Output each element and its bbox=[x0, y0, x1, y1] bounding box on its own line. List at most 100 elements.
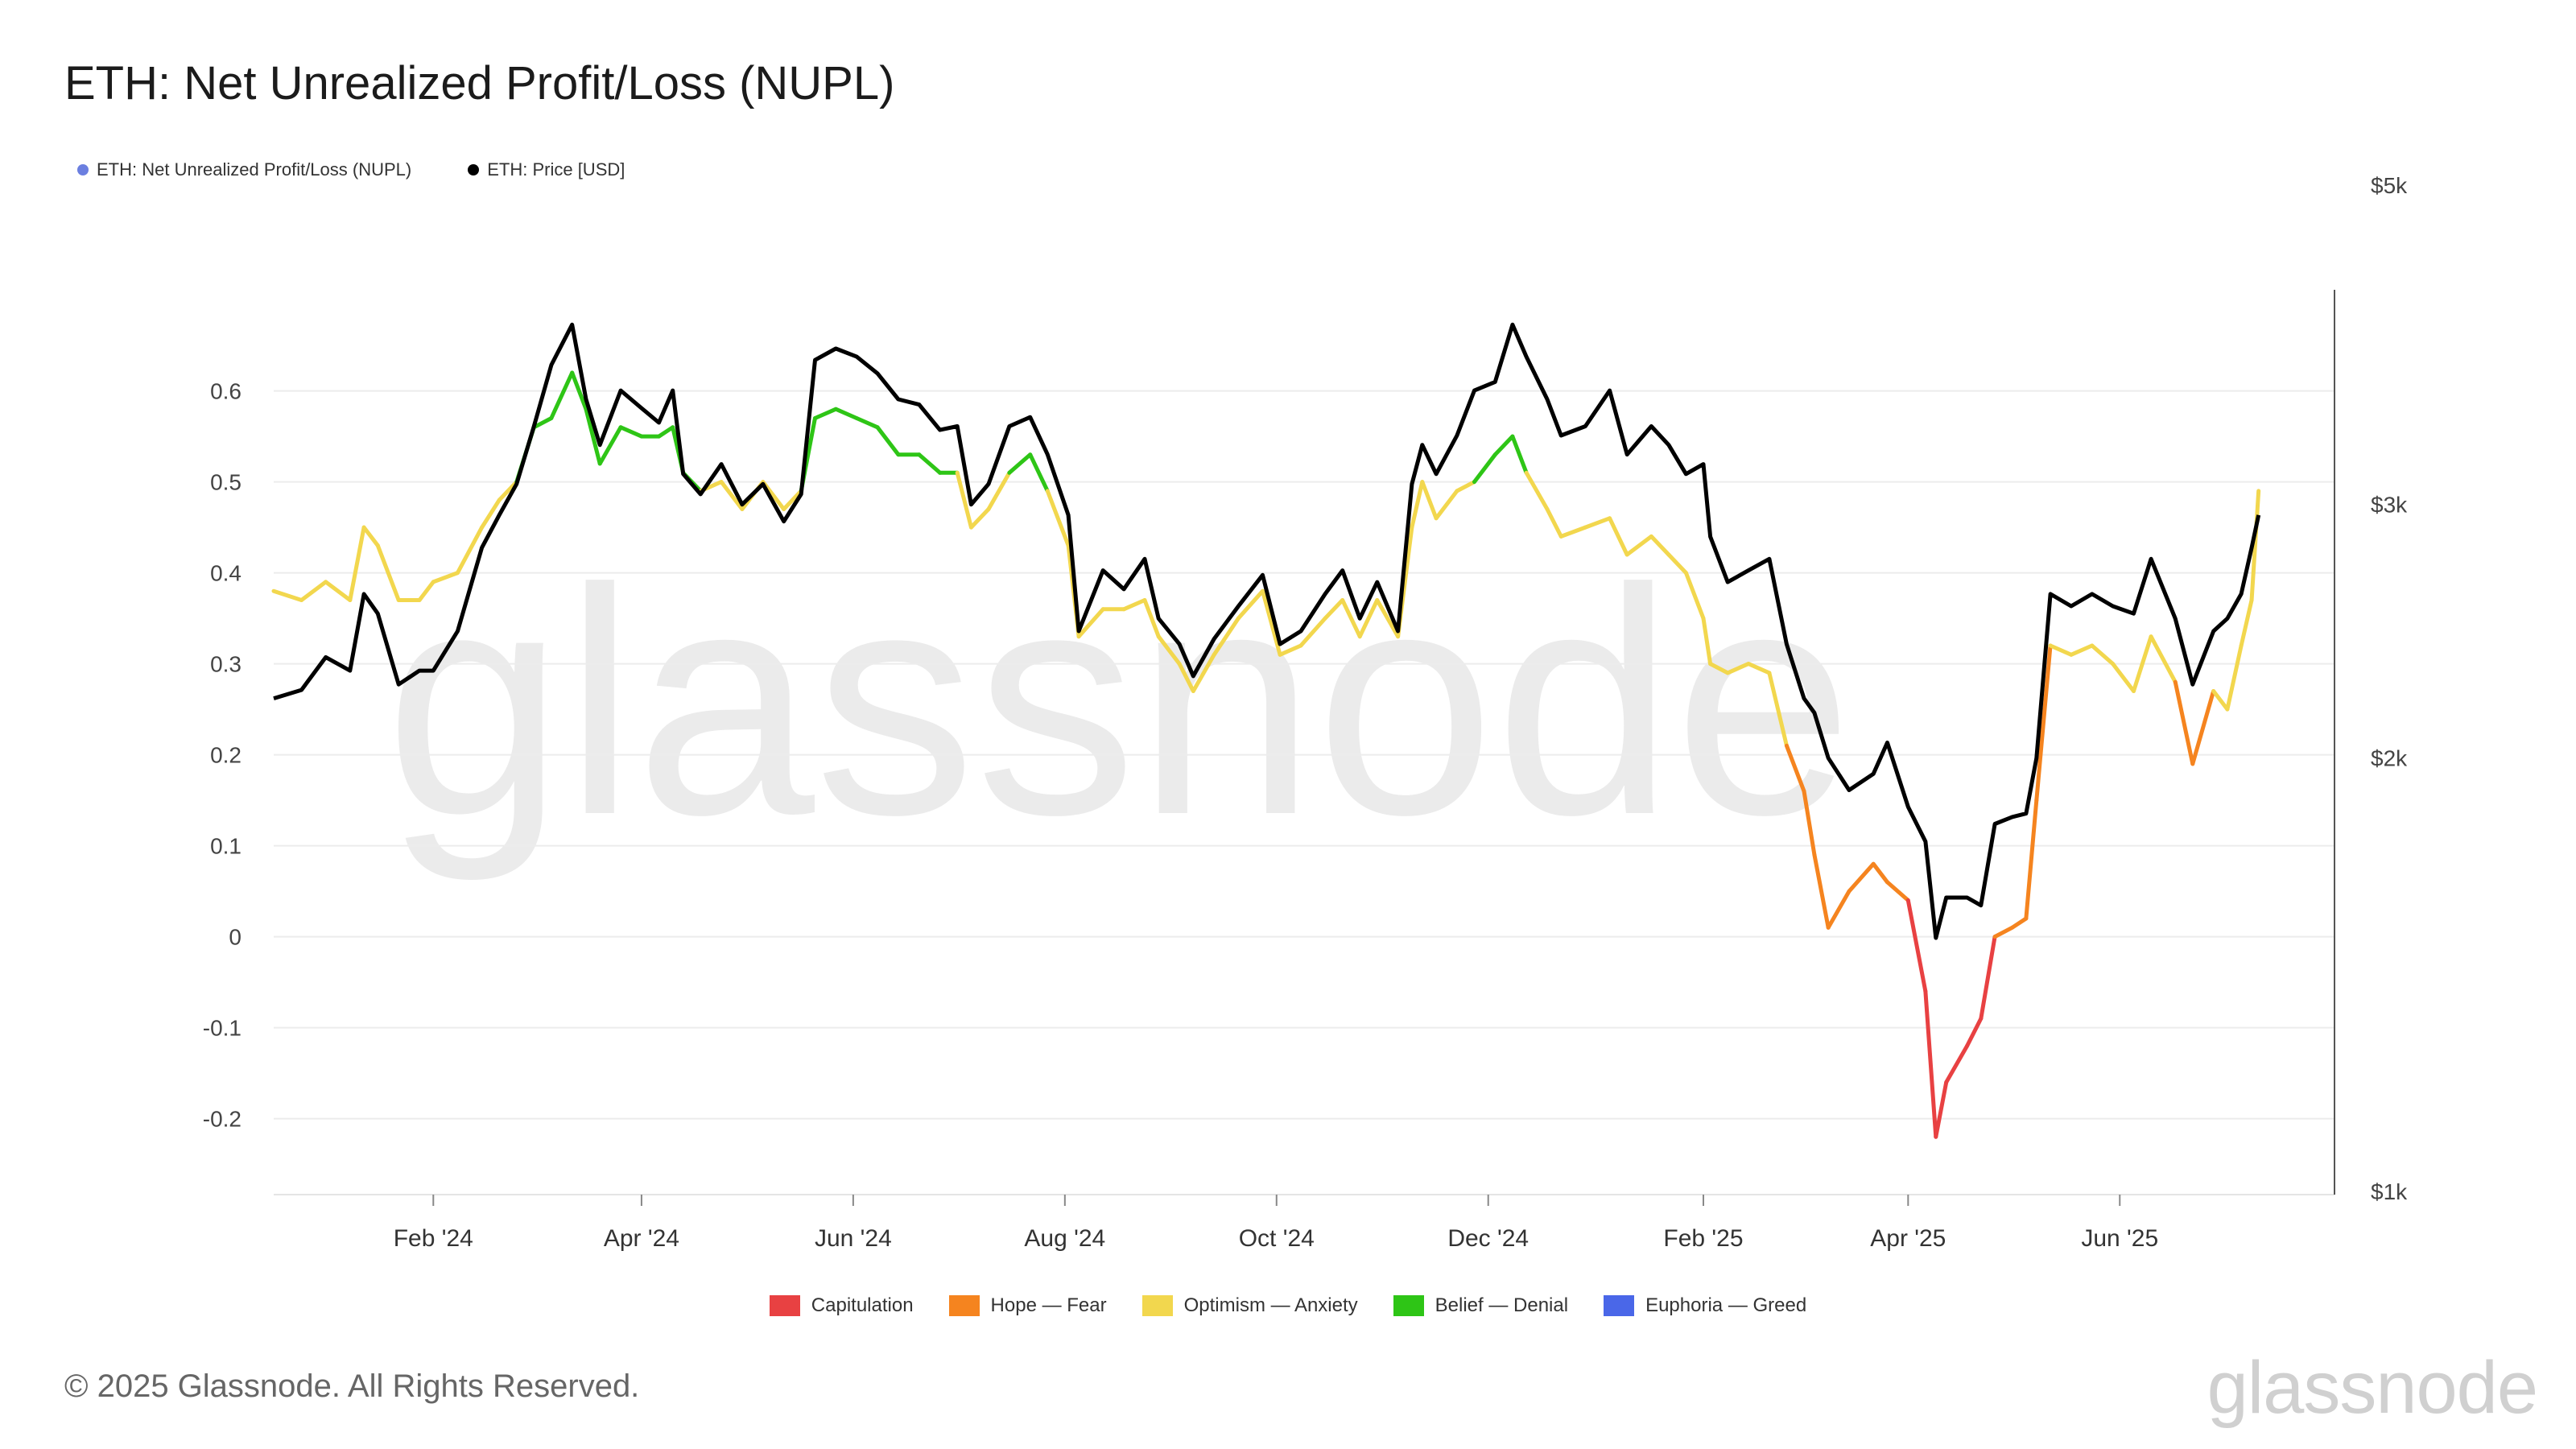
zone-legend-euphoria-greed[interactable]: Euphoria — Greed bbox=[1604, 1294, 1806, 1317]
nupl-line-segment bbox=[1045, 489, 1071, 548]
nupl-line-segment bbox=[2239, 598, 2254, 648]
x-axis-tick-label: Dec '24 bbox=[1447, 1225, 1529, 1252]
copyright-text: © 2025 Glassnode. All Rights Reserved. bbox=[64, 1368, 640, 1404]
brand-logo-text: glassnode bbox=[2207, 1347, 2538, 1429]
x-axis-tick-label: Apr '24 bbox=[604, 1225, 679, 1252]
nupl-line-segment bbox=[854, 416, 880, 430]
nupl-line-segment bbox=[1191, 652, 1216, 693]
left-axis-tick-label: 0 bbox=[229, 925, 242, 950]
legend-item-nupl[interactable]: ETH: Net Unrealized Profit/Loss (NUPL) bbox=[77, 159, 411, 180]
nupl-line-segment bbox=[1979, 935, 1997, 1021]
nupl-line-segment bbox=[1683, 571, 1706, 621]
nupl-line-segment bbox=[1156, 634, 1182, 667]
nupl-line-segment bbox=[2048, 643, 2074, 657]
zone-swatch-capitulation bbox=[769, 1295, 800, 1316]
nupl-line-segment bbox=[348, 525, 366, 602]
nupl-line-segment bbox=[1802, 789, 1817, 857]
legend-label-nupl: ETH: Net Unrealized Profit/Loss (NUPL) bbox=[97, 159, 412, 180]
nupl-line-segment bbox=[2249, 489, 2261, 602]
zone-swatch-euphoria-greed bbox=[1604, 1295, 1635, 1316]
nupl-line-segment bbox=[1944, 1043, 1970, 1084]
nupl-line-segment bbox=[531, 416, 554, 430]
zone-legend-capitulation[interactable]: Capitulation bbox=[769, 1294, 914, 1317]
zone-legend-hope-fear[interactable]: Hope — Fear bbox=[948, 1294, 1107, 1317]
zone-label-hope-fear: Hope — Fear bbox=[990, 1294, 1107, 1316]
nupl-line-segment bbox=[2069, 643, 2095, 657]
zone-swatch-belief-denial bbox=[1393, 1295, 1424, 1316]
price-line bbox=[273, 322, 2261, 940]
nupl-line-segment bbox=[782, 489, 803, 511]
nupl-line-segment bbox=[431, 571, 460, 584]
nupl-line-segment bbox=[570, 370, 588, 411]
nupl-line-segment bbox=[271, 588, 303, 602]
nupl-line-segment bbox=[1812, 852, 1831, 930]
x-axis-tick-label: Feb '25 bbox=[1663, 1225, 1743, 1252]
nupl-line-segment bbox=[1608, 516, 1629, 557]
nupl-line-segment bbox=[656, 425, 675, 439]
nupl-line-segment bbox=[719, 480, 745, 511]
right-axis-tick-label: $2k bbox=[2371, 746, 2408, 771]
zone-label-capitulation: Capitulation bbox=[811, 1294, 914, 1316]
nupl-line-segment bbox=[1340, 598, 1362, 639]
zone-legend-optimism-anxiety[interactable]: Optimism — Anxiety bbox=[1141, 1294, 1358, 1317]
nupl-line-segment bbox=[1357, 598, 1380, 639]
nupl-line-segment bbox=[2149, 634, 2178, 684]
nupl-line-segment bbox=[299, 580, 328, 602]
nupl-line-segment bbox=[1767, 671, 1789, 748]
nupl-line-segment bbox=[955, 470, 973, 530]
nupl-line-segment bbox=[2090, 643, 2116, 667]
x-axis-tick-label: Feb '24 bbox=[394, 1225, 473, 1252]
nupl-line-segment bbox=[1177, 662, 1195, 693]
legend-item-price[interactable]: ETH: Price [USD] bbox=[468, 159, 625, 180]
left-axis-tick-label: 0.2 bbox=[210, 743, 242, 768]
nupl-line-segment bbox=[361, 525, 380, 548]
nupl-line-segment bbox=[497, 480, 519, 502]
nupl-line-segment bbox=[2190, 689, 2216, 766]
nupl-line-segment bbox=[480, 497, 502, 530]
nupl-line-segment bbox=[584, 407, 602, 466]
watermark-text: glassnode bbox=[385, 522, 1853, 884]
nupl-line-segment bbox=[1420, 480, 1439, 521]
nupl-line-segment bbox=[1298, 616, 1327, 648]
nupl-line-segment bbox=[1455, 480, 1476, 493]
zone-legend: Capitulation Hope — Fear Optimism — Anxi… bbox=[0, 1294, 2576, 1317]
nupl-line-segment bbox=[1871, 861, 1889, 885]
nupl-line-segment bbox=[1826, 889, 1852, 930]
nupl-line-segment bbox=[1524, 470, 1550, 511]
nupl-line-segment bbox=[1545, 507, 1563, 539]
nupl-line-segment bbox=[1885, 880, 1910, 902]
zone-swatch-hope-fear bbox=[948, 1295, 980, 1316]
left-axis-tick-label: 0.5 bbox=[210, 470, 242, 495]
nupl-line-segment bbox=[1708, 662, 1730, 675]
nupl-line-segment bbox=[1278, 643, 1303, 657]
nupl-line-segment bbox=[1472, 452, 1497, 485]
nupl-line-segment bbox=[917, 452, 943, 475]
zone-swatch-optimism-anxiety bbox=[1141, 1295, 1173, 1316]
right-axis-tick-label: $5k bbox=[2371, 173, 2408, 198]
nupl-line-segment bbox=[875, 425, 901, 457]
left-axis-tick-label: 0.1 bbox=[210, 834, 242, 859]
nupl-line-segment bbox=[2132, 634, 2153, 693]
nupl-line-segment bbox=[1212, 616, 1241, 657]
nupl-line-segment bbox=[1992, 925, 2015, 939]
zone-legend-belief-denial[interactable]: Belief — Denial bbox=[1393, 1294, 1568, 1317]
nupl-line-segment bbox=[549, 370, 575, 420]
zone-label-optimism-anxiety: Optimism — Anxiety bbox=[1183, 1294, 1358, 1316]
nupl-line-segment bbox=[1375, 598, 1401, 639]
nupl-line-segment bbox=[833, 407, 859, 420]
nupl-line-segment bbox=[1583, 516, 1612, 530]
nupl-line-segment bbox=[1007, 452, 1033, 475]
nupl-line-segment bbox=[618, 425, 644, 439]
nupl-line-segment bbox=[1121, 598, 1147, 612]
nupl-line-segment bbox=[1847, 861, 1876, 894]
left-axis-tick-label: 0.6 bbox=[210, 379, 242, 404]
x-axis-tick-label: Apr '25 bbox=[1870, 1225, 1946, 1252]
left-axis-tick-label: 0.4 bbox=[210, 561, 242, 586]
nupl-line-segment bbox=[1666, 552, 1688, 576]
legend-dot-price bbox=[468, 164, 480, 175]
nupl-line-segment bbox=[1934, 1080, 1949, 1139]
left-axis-tick-label: -0.1 bbox=[203, 1016, 242, 1041]
nupl-line-segment bbox=[1323, 598, 1345, 621]
nupl-line-segment bbox=[1649, 534, 1671, 557]
